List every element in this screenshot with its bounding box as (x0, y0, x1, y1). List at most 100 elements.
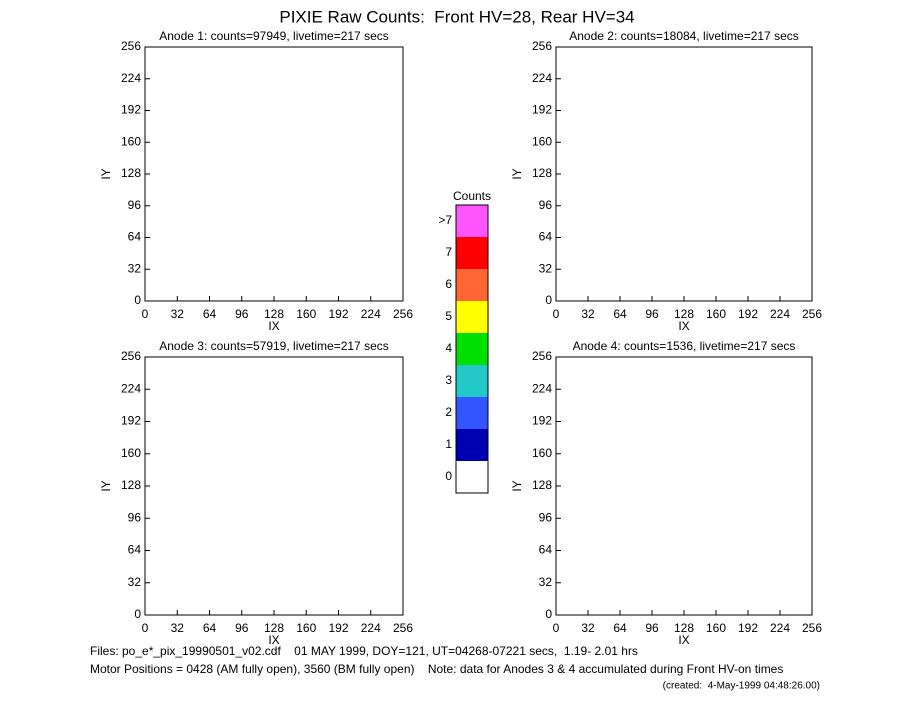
x-tick-label: 192 (328, 307, 348, 321)
colorbar-label: 3 (445, 373, 452, 387)
footer-line: Files: po_e*_pix_19990501_v02.cdf 01 MAY… (90, 644, 638, 658)
y-tick-label: 192 (532, 103, 552, 117)
x-tick-label: 256 (802, 307, 822, 321)
y-tick-label: 192 (121, 414, 141, 428)
x-axis-label: IX (268, 319, 279, 333)
colorbar-label: 6 (445, 277, 452, 291)
x-tick-label: 0 (142, 307, 149, 321)
colorbar-swatch (456, 269, 488, 301)
x-tick-label: 128 (674, 307, 694, 321)
y-tick-label: 128 (532, 478, 552, 492)
colorbar-swatch (456, 333, 488, 365)
x-tick-label: 160 (706, 307, 726, 321)
x-axis-label: IX (268, 633, 279, 647)
y-tick-label: 160 (121, 446, 141, 460)
colorbar-title: Counts (453, 189, 491, 203)
colorbar-label: >7 (438, 213, 452, 227)
x-axis-label: IX (678, 319, 689, 333)
x-tick-label: 64 (203, 621, 217, 635)
y-tick-label: 256 (532, 349, 552, 363)
x-tick-label: 128 (264, 307, 284, 321)
x-tick-label: 96 (235, 307, 249, 321)
x-tick-label: 128 (264, 621, 284, 635)
x-axis-label: IX (678, 633, 689, 647)
y-tick-label: 160 (532, 134, 552, 148)
x-tick-label: 64 (613, 307, 627, 321)
y-tick-label: 192 (121, 103, 141, 117)
y-tick-label: 96 (539, 198, 553, 212)
y-axis-label: IY (99, 480, 113, 491)
colorbar-label: 4 (445, 341, 452, 355)
panel-title: Anode 4: counts=1536, livetime=217 secs (573, 339, 796, 353)
colorbar-swatch (456, 461, 488, 493)
y-tick-label: 96 (128, 510, 142, 524)
x-tick-label: 256 (393, 307, 413, 321)
y-tick-label: 128 (532, 166, 552, 180)
y-tick-label: 224 (532, 71, 552, 85)
x-tick-label: 0 (142, 621, 149, 635)
colorbar-label: 7 (445, 245, 452, 259)
y-tick-label: 64 (128, 230, 142, 244)
footer-line: Motor Positions = 0428 (AM fully open), … (90, 662, 783, 676)
plot-frame (144, 46, 404, 302)
y-tick-label: 160 (532, 446, 552, 460)
x-tick-label: 192 (738, 621, 758, 635)
x-tick-label: 192 (328, 621, 348, 635)
colorbar-swatch (456, 301, 488, 333)
x-tick-label: 256 (802, 621, 822, 635)
colorbar-swatch (456, 397, 488, 429)
x-tick-label: 32 (171, 621, 185, 635)
x-tick-label: 96 (645, 307, 659, 321)
x-tick-label: 128 (674, 621, 694, 635)
y-tick-label: 0 (545, 607, 552, 621)
y-tick-label: 160 (121, 134, 141, 148)
page-title: PIXIE Raw Counts: Front HV=28, Rear HV=3… (279, 7, 634, 26)
panel-title: Anode 3: counts=57919, livetime=217 secs (159, 339, 389, 353)
y-tick-label: 32 (539, 261, 553, 275)
y-tick-label: 64 (539, 543, 553, 557)
plot-frame (144, 356, 404, 616)
x-tick-label: 160 (296, 307, 316, 321)
panel-title: Anode 2: counts=18084, livetime=217 secs (569, 29, 799, 43)
y-tick-label: 224 (121, 71, 141, 85)
y-tick-label: 64 (539, 230, 553, 244)
y-tick-label: 0 (545, 293, 552, 307)
y-tick-label: 256 (121, 349, 141, 363)
plot-frame (555, 356, 813, 616)
y-tick-label: 256 (532, 39, 552, 53)
y-axis-label: IY (510, 480, 524, 491)
x-tick-label: 0 (553, 621, 560, 635)
y-tick-label: 96 (128, 198, 142, 212)
y-tick-label: 256 (121, 39, 141, 53)
y-tick-label: 224 (121, 381, 141, 395)
y-tick-label: 192 (532, 414, 552, 428)
created-note: (created: 4-May-1999 04:48:26.00) (663, 681, 820, 692)
colorbar-label: 2 (445, 405, 452, 419)
x-tick-label: 96 (645, 621, 659, 635)
x-tick-label: 224 (361, 621, 381, 635)
y-tick-label: 128 (121, 478, 141, 492)
y-tick-label: 224 (532, 381, 552, 395)
colorbar-swatch (456, 429, 488, 461)
y-tick-label: 0 (134, 293, 141, 307)
y-tick-label: 32 (539, 575, 553, 589)
plot-frame (555, 46, 813, 302)
y-tick-label: 64 (128, 543, 142, 557)
colorbar-label: 1 (445, 437, 452, 451)
x-tick-label: 96 (235, 621, 249, 635)
colorbar-swatch (456, 205, 488, 237)
x-tick-label: 192 (738, 307, 758, 321)
y-tick-label: 128 (121, 166, 141, 180)
x-tick-label: 224 (361, 307, 381, 321)
y-axis-label: IY (510, 168, 524, 179)
x-tick-label: 32 (581, 621, 595, 635)
colorbar-label: 0 (445, 469, 452, 483)
x-tick-label: 64 (203, 307, 217, 321)
colorbar-swatch (456, 365, 488, 397)
x-tick-label: 224 (770, 307, 790, 321)
panel-title: Anode 1: counts=97949, livetime=217 secs (159, 29, 389, 43)
x-tick-label: 32 (581, 307, 595, 321)
colorbar-swatch (456, 237, 488, 269)
y-tick-label: 0 (134, 607, 141, 621)
x-tick-label: 64 (613, 621, 627, 635)
